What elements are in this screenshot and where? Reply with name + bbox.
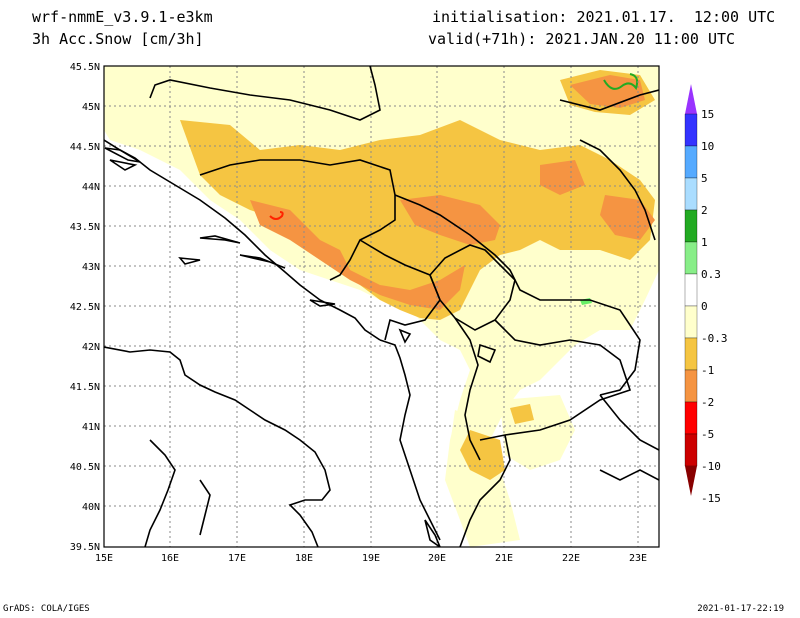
island [178,257,201,265]
colorbar-swatch [684,433,698,467]
border-greece [459,434,511,547]
colorbar-label: 2 [701,204,708,217]
colorbar-label: 15 [701,108,714,121]
snow-area-heavy [540,160,585,195]
colorbar-swatch [684,209,698,243]
lat-tick: 44N [82,182,100,193]
colorbar-swatch [684,177,698,211]
lat-tick: 45N [82,102,100,113]
coastline-italy [104,346,331,547]
border-albania-east [454,317,481,461]
lake [398,328,412,344]
lon-tick: 21E [495,553,513,564]
island-corfu [424,519,441,547]
lat-tick: 43N [82,262,100,273]
snow-area-light [500,395,575,470]
colorbar-label: 5 [701,172,708,185]
latitude-axis: 45.5N 45N 44.5N 44N 43.5N 43N 42.5N 42N … [70,62,100,553]
colorbar-label: 10 [701,140,714,153]
lake [477,343,497,364]
river [559,89,659,111]
colorbar-label: 0.3 [701,268,721,281]
coastline-italy-heel [199,479,211,536]
colorbar-swatch [684,401,698,435]
border-macedonia [479,319,632,441]
lat-tick: 40N [82,502,100,513]
variable-title: 3h Acc.Snow [cm/3h] [32,30,204,48]
lon-tick: 18E [295,553,313,564]
lat-tick: 43.5N [70,222,100,233]
snow-area-medium [510,404,534,424]
border-serbia [394,194,641,396]
initialisation-time: initialisation: 2021.01.17. 12:00 UTC [432,8,776,26]
colorbar-swatch [684,273,698,307]
lon-tick: 19E [362,553,380,564]
lon-tick: 15E [95,553,113,564]
coastline-italy-south [144,439,176,547]
map-frame [103,65,660,548]
colorbar-swatch [684,145,698,179]
island [104,147,141,163]
colorbar: 15 10 5 2 1 0.3 0 -0.3 -1 -2 -5 -10 -15 [684,84,728,505]
snow-area-green [603,73,639,91]
lon-tick: 20E [428,553,446,564]
lat-tick: 41N [82,422,100,433]
colorbar-swatch [684,337,698,371]
island [239,254,286,269]
island [309,299,336,307]
colorbar-label: 0 [701,300,708,313]
colorbar-label: -10 [701,460,721,473]
colorbar-label: -5 [701,428,714,441]
longitude-axis: 15E 16E 17E 18E 19E 20E 21E 22E 23E [95,553,647,564]
lon-tick: 22E [562,553,580,564]
lon-tick: 17E [228,553,246,564]
island [199,235,241,244]
colorbar-swatch [684,369,698,403]
colorbar-swatch [684,305,698,339]
coastline-greece [599,394,659,451]
lat-tick: 39.5N [70,542,100,553]
colorbar-swatch [684,113,698,147]
border-north [149,66,381,121]
lon-tick: 16E [161,553,179,564]
coastline-aegean [599,469,659,481]
colorbar-arrow-bottom [685,466,697,496]
snow-area-heavy [600,195,655,240]
colorbar-arrow-top [685,84,697,114]
colorbar-swatch [684,241,698,275]
coastlines-borders [104,66,659,547]
footer-timestamp: 2021-01-17-22:19 [697,604,784,614]
snow-area-extreme [269,211,284,220]
island [109,159,138,171]
border-kosovo [429,244,516,331]
lat-tick: 42N [82,342,100,353]
colorbar-label: -1 [701,364,714,377]
border-bosnia [199,159,396,281]
border-montenegro [359,239,441,341]
map-gridlines [104,66,659,547]
lat-tick: 40.5N [70,462,100,473]
model-title: wrf-nmmE_v3.9.1-e3km [32,8,213,26]
lat-tick: 44.5N [70,142,100,153]
colorbar-label: -0.3 [701,332,728,345]
lat-tick: 41.5N [70,382,100,393]
coastline-croatia [104,139,381,341]
colorbar-label: 1 [701,236,708,249]
lat-tick: 45.5N [70,62,100,73]
colorbar-label: -15 [701,492,721,505]
lat-tick: 42.5N [70,302,100,313]
colorbar-label: -2 [701,396,714,409]
border-serbia-east [579,139,656,241]
valid-time: valid(+71h): 2021.JAN.20 11:00 UTC [428,30,736,48]
footer-credit: GrADS: COLA/IGES [3,604,90,614]
lon-tick: 23E [629,553,647,564]
coastline-albania [379,339,441,541]
